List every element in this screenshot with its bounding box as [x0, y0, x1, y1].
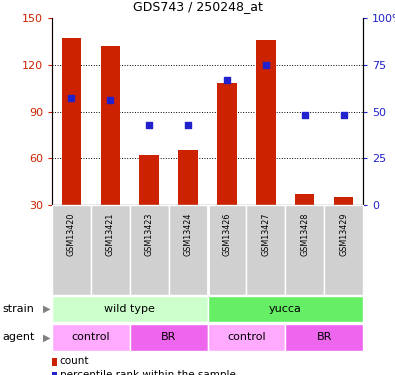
- Text: strain: strain: [2, 304, 34, 314]
- Bar: [62, 38, 81, 205]
- Text: GSM13424: GSM13424: [184, 212, 193, 256]
- Bar: [52, 296, 207, 322]
- Point: [146, 122, 152, 128]
- Bar: [130, 205, 169, 295]
- Bar: [256, 40, 276, 205]
- Text: ▶: ▶: [43, 333, 50, 342]
- Text: BR: BR: [161, 333, 176, 342]
- Bar: [324, 205, 363, 295]
- Text: GSM13427: GSM13427: [261, 212, 270, 256]
- Bar: [207, 205, 246, 295]
- Text: ▶: ▶: [43, 304, 50, 314]
- Point: [301, 112, 308, 118]
- Text: GSM13423: GSM13423: [145, 212, 154, 256]
- Text: agent: agent: [2, 333, 34, 342]
- Bar: [179, 150, 198, 205]
- Text: GSM13426: GSM13426: [222, 212, 231, 256]
- Bar: [169, 205, 207, 295]
- Bar: [334, 197, 353, 205]
- Text: GSM13421: GSM13421: [106, 212, 115, 256]
- Point: [340, 112, 347, 118]
- Point: [185, 122, 191, 128]
- Text: GSM13420: GSM13420: [67, 212, 76, 256]
- Bar: [295, 194, 314, 205]
- Point: [263, 62, 269, 68]
- Text: percentile rank within the sample: percentile rank within the sample: [60, 370, 235, 375]
- Text: control: control: [71, 333, 110, 342]
- Bar: [52, 324, 130, 351]
- Bar: [130, 324, 207, 351]
- Bar: [52, 205, 91, 295]
- Bar: [285, 205, 324, 295]
- Bar: [91, 205, 130, 295]
- Text: GSM13429: GSM13429: [339, 212, 348, 256]
- Bar: [246, 205, 285, 295]
- Text: count: count: [60, 356, 89, 366]
- Bar: [285, 324, 363, 351]
- Point: [224, 77, 230, 83]
- Text: GDS743 / 250248_at: GDS743 / 250248_at: [133, 0, 262, 13]
- Text: control: control: [227, 333, 266, 342]
- Text: wild type: wild type: [104, 304, 155, 314]
- Text: yucca: yucca: [269, 304, 302, 314]
- Point: [68, 95, 75, 101]
- Point: [107, 97, 113, 103]
- Text: GSM13428: GSM13428: [300, 212, 309, 256]
- Bar: [217, 84, 237, 205]
- Bar: [207, 296, 363, 322]
- Bar: [101, 46, 120, 205]
- Bar: [207, 324, 285, 351]
- Bar: [139, 155, 159, 205]
- Text: BR: BR: [316, 333, 332, 342]
